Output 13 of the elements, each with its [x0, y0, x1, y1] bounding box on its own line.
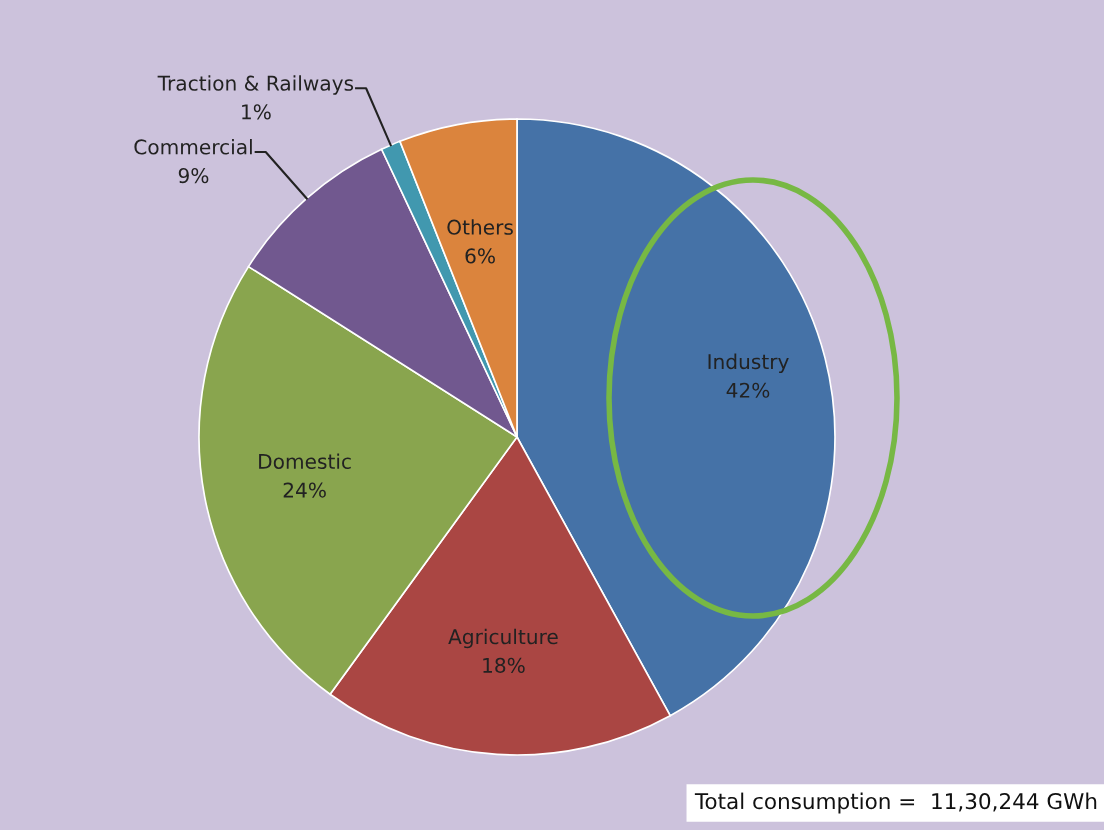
slice-label: Agriculture [448, 628, 558, 649]
slice-label: Industry [708, 353, 789, 374]
slice-label: Others [447, 219, 513, 235]
slice-label: Domestic [259, 453, 351, 470]
data-label: 42% [726, 382, 770, 398]
data-label: 1% [242, 104, 271, 120]
data-label: 9% [178, 167, 209, 184]
data-label: 18% [483, 657, 525, 673]
data-label: 24% [283, 482, 326, 498]
text: Total consumption = 11,30,244 GWh [694, 792, 1097, 814]
slice-label: Commercial [134, 138, 252, 155]
slice-label: Traction & Railways [157, 75, 354, 95]
data-label: 6% [465, 248, 495, 264]
